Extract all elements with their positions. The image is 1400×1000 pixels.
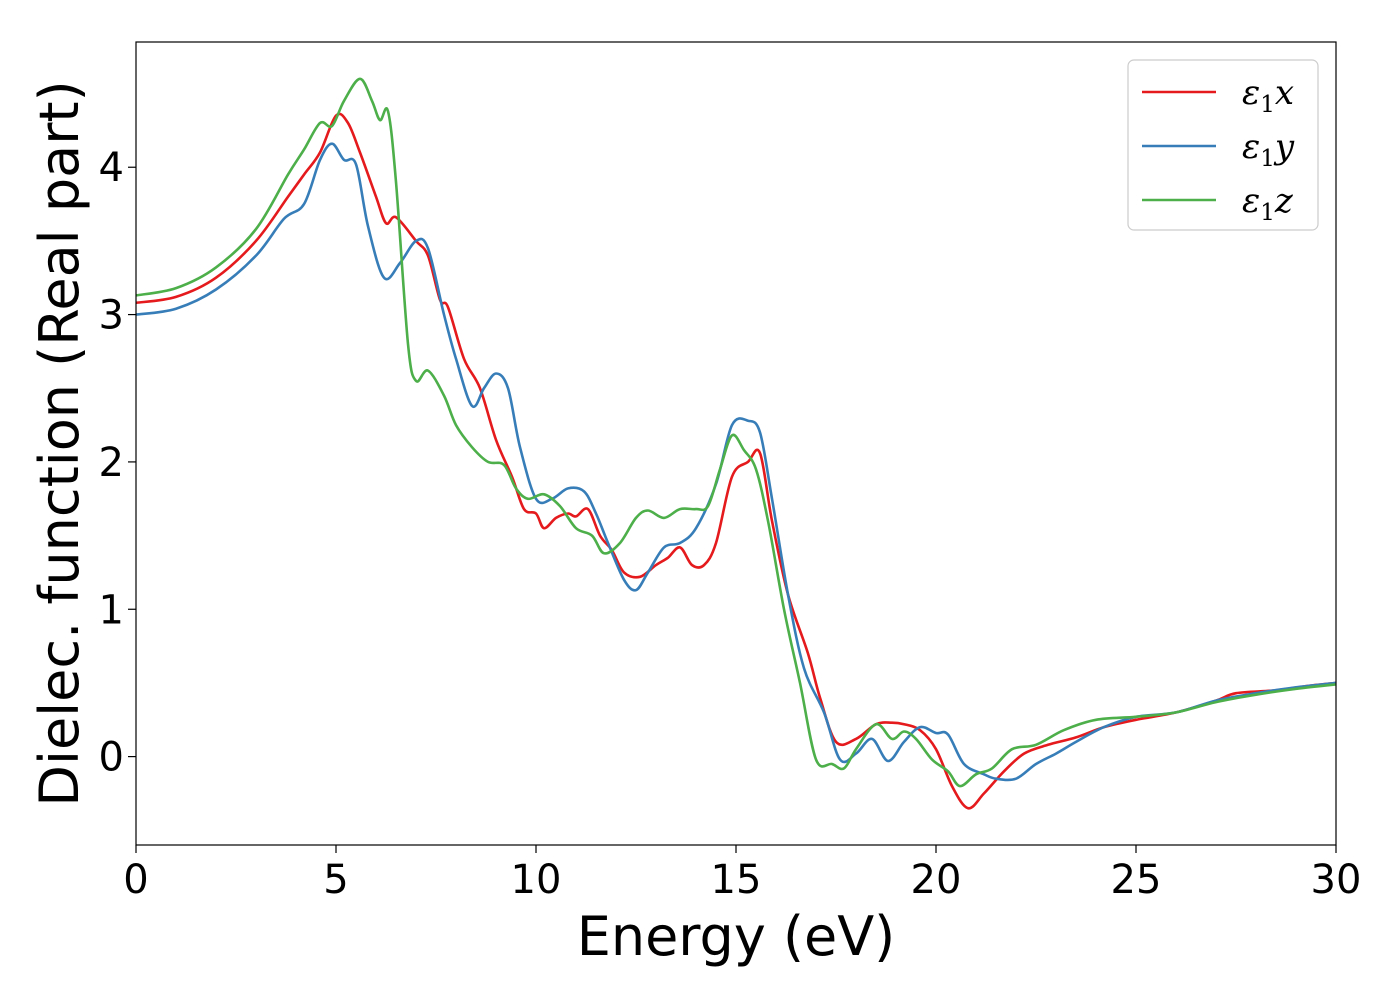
legend-label: ε1x	[1242, 73, 1294, 118]
x-axis-ticks: 0 5 10 15 20 25 30	[123, 845, 1361, 903]
legend-item-z: ε1z	[1142, 181, 1294, 226]
series-line-y	[136, 142, 1336, 782]
x-tick-label: 20	[911, 857, 962, 903]
y-tick-label: 1	[99, 587, 124, 633]
x-axis-label: Energy (eV)	[577, 905, 896, 968]
x-tick-label: 30	[1311, 857, 1362, 903]
y-tick-label: 2	[99, 440, 124, 486]
y-axis-ticks: 0 1 2 3 4	[99, 145, 136, 781]
legend: ε1x ε1y ε1z	[1127, 59, 1319, 231]
legend-item-y: ε1y	[1142, 127, 1295, 172]
x-tick-label: 0	[123, 857, 148, 903]
legend-box	[1127, 59, 1319, 231]
y-axis-label: Dielec. function (Real part)	[28, 80, 91, 806]
y-tick-label: 0	[99, 735, 124, 781]
series-line-z	[136, 77, 1336, 788]
x-tick-label: 25	[1111, 857, 1162, 903]
legend-label: ε1y	[1242, 127, 1295, 172]
x-tick-label: 10	[511, 857, 562, 903]
legend-label: ε1z	[1242, 181, 1294, 226]
legend-item-x: ε1x	[1142, 73, 1294, 118]
series-lines	[136, 77, 1336, 810]
y-tick-label: 4	[99, 145, 124, 191]
x-tick-label: 5	[323, 857, 348, 903]
y-tick-label: 3	[99, 293, 124, 339]
series-line-x	[136, 112, 1336, 810]
x-tick-label: 15	[711, 857, 762, 903]
